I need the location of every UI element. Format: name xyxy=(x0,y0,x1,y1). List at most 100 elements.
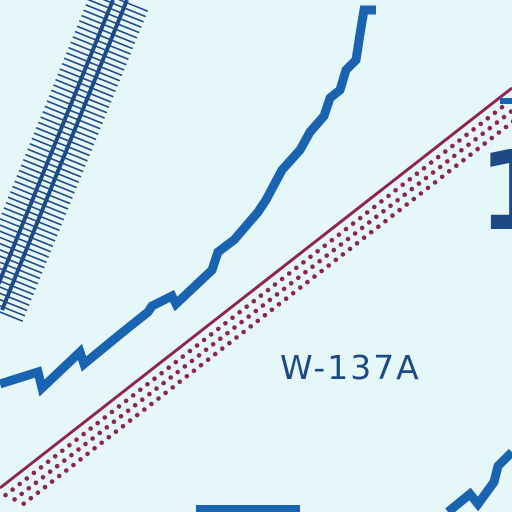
airway-hatch-tick xyxy=(0,230,52,253)
restricted-boundary-dot xyxy=(28,495,34,501)
restricted-boundary-dot xyxy=(95,420,100,426)
restricted-boundary-dot xyxy=(308,254,313,260)
restricted-boundary-dot xyxy=(38,465,44,470)
restricted-boundary-dot xyxy=(196,353,202,358)
restricted-boundary-dot xyxy=(97,430,102,436)
airway-hatch-tick xyxy=(27,148,84,173)
restricted-boundary-dot xyxy=(201,337,207,343)
restricted-boundary-dot xyxy=(113,429,119,435)
airway-hatch-tick xyxy=(0,280,34,296)
airway-hatch-tick xyxy=(0,273,37,290)
airway-hatch-tick xyxy=(53,84,110,109)
airway-hatch-tick xyxy=(0,224,54,248)
restricted-boundary-dot xyxy=(168,375,173,380)
restricted-boundary-dot xyxy=(492,110,498,116)
restricted-boundary-dot xyxy=(487,125,493,131)
restricted-boundary-dot xyxy=(123,398,129,404)
restricted-boundary-dot xyxy=(347,246,353,252)
airway-hatch-tick xyxy=(72,36,129,61)
restricted-boundary-dot xyxy=(468,152,473,157)
restricted-boundary-dot xyxy=(99,440,104,446)
restricted-boundary-dot xyxy=(67,442,72,448)
restricted-boundary-dot xyxy=(47,469,53,475)
restricted-boundary-dot xyxy=(439,174,445,180)
restricted-boundary-dot xyxy=(290,290,296,296)
airway-hatch-tick xyxy=(0,292,30,306)
restricted-boundary-dot xyxy=(374,214,379,220)
restricted-boundary-dot xyxy=(450,143,455,149)
restricted-boundary-dot xyxy=(74,437,79,443)
restricted-boundary-dot xyxy=(134,412,140,418)
restricted-boundary-dot xyxy=(161,380,166,386)
airway-hatch-tick xyxy=(70,41,127,66)
restricted-boundary-dot xyxy=(499,104,505,110)
airway-hatch-tick xyxy=(40,116,97,141)
restricted-boundary-dot xyxy=(359,225,365,231)
restricted-boundary-dot xyxy=(216,326,221,332)
restricted-boundary-dot xyxy=(52,454,58,459)
restricted-boundary-dot xyxy=(286,271,292,276)
restricted-boundary-dot xyxy=(152,376,157,382)
restricted-boundary-dot xyxy=(340,252,346,257)
restricted-boundary-dot xyxy=(298,285,303,290)
restricted-boundary-dot xyxy=(301,260,306,265)
restricted-boundary-dot xyxy=(205,357,211,363)
restricted-boundary-dot xyxy=(381,209,386,214)
restricted-boundary-dot xyxy=(244,304,249,310)
restricted-boundary-dot xyxy=(485,116,491,121)
airway-hatch-tick xyxy=(44,105,101,130)
restricted-boundary-dot xyxy=(258,293,264,298)
airway-hatch-tick xyxy=(0,217,56,242)
restricted-boundary-dot xyxy=(418,191,424,196)
airway-hatch-tick xyxy=(66,52,123,77)
airway-hatch-tick xyxy=(31,137,88,162)
restricted-boundary-dot xyxy=(423,175,429,181)
airway-hatch-tick xyxy=(12,185,69,210)
airway-hatched-band xyxy=(0,0,149,322)
airway-hatch-tick xyxy=(0,304,26,317)
restricted-boundary-dot xyxy=(319,268,324,274)
restricted-boundary-dot xyxy=(482,141,488,146)
restricted-boundary-dot xyxy=(212,351,218,357)
restricted-boundary-dot xyxy=(494,120,500,125)
restricted-boundary-dot xyxy=(466,142,471,148)
airway-hatch-tick xyxy=(78,20,136,45)
restricted-boundary-dot xyxy=(241,329,246,335)
restricted-boundary-dot xyxy=(274,292,280,297)
restricted-boundary-dot xyxy=(225,330,230,336)
airway-hatch-tick xyxy=(38,121,95,146)
restricted-boundary-dot xyxy=(184,374,190,379)
restricted-boundary-dot xyxy=(220,346,225,351)
restricted-boundary-dot xyxy=(198,362,204,368)
restricted-boundary-dot xyxy=(508,109,512,114)
restricted-boundary-dot xyxy=(71,462,76,468)
restricted-boundary-dot xyxy=(281,286,287,292)
restricted-boundary-dot xyxy=(461,157,466,163)
restricted-boundary-dot xyxy=(138,387,143,393)
airway-hatch-tick xyxy=(46,100,103,125)
restricted-boundary-dot xyxy=(350,221,356,226)
restricted-boundary-dot xyxy=(390,213,395,218)
restricted-boundary-dot xyxy=(283,296,289,302)
restricted-boundary-dot xyxy=(395,197,400,203)
restricted-boundary-dot xyxy=(397,207,402,213)
restricted-boundary-dot xyxy=(154,386,159,391)
restricted-boundary-dot xyxy=(430,170,436,175)
restricted-boundary-dot xyxy=(230,315,235,321)
restricted-boundary-dot xyxy=(49,479,55,484)
airway-hatch-tick xyxy=(83,9,140,34)
restricted-boundary-dot xyxy=(310,264,315,270)
restricted-boundary-dot xyxy=(145,382,150,387)
airway-hatch-tick xyxy=(61,62,118,87)
restricted-boundary-dot xyxy=(159,370,164,376)
restricted-boundary-dot xyxy=(175,369,180,375)
restricted-boundary-dot xyxy=(478,121,484,127)
restricted-boundary-dot xyxy=(177,379,182,385)
restricted-boundary-dot xyxy=(203,347,209,353)
airway-hatch-tick xyxy=(87,0,144,23)
restricted-boundary-dot xyxy=(60,448,65,454)
airway-hatch-tick xyxy=(5,201,62,226)
restricted-boundary-dot xyxy=(35,490,41,496)
restricted-boundary-dot xyxy=(409,186,415,192)
